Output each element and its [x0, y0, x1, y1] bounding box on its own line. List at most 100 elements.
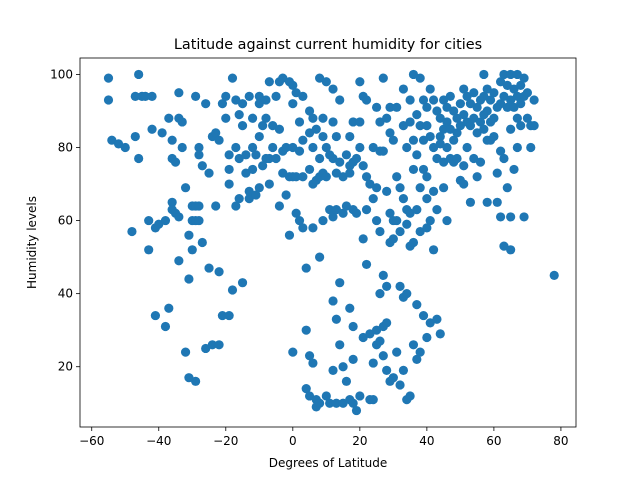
data-point: [435, 131, 445, 142]
data-point: [392, 172, 402, 182]
data-point: [284, 230, 295, 240]
data-point: [315, 153, 325, 164]
data-point: [439, 183, 449, 193]
data-point: [315, 73, 325, 83]
data-point: [365, 329, 375, 339]
chart-title: Latitude against current humidity for ci…: [174, 37, 482, 53]
data-point: [291, 172, 301, 182]
data-point: [234, 153, 244, 164]
points-layer: [103, 69, 559, 416]
data-point: [375, 336, 385, 346]
data-point: [348, 117, 358, 127]
data-point: [144, 245, 154, 255]
data-point: [519, 212, 529, 222]
data-point: [318, 215, 328, 226]
data-point: [355, 391, 365, 401]
data-point: [502, 183, 512, 193]
data-point: [211, 128, 221, 138]
data-point: [358, 234, 368, 244]
data-point: [351, 153, 362, 164]
data-point: [358, 161, 368, 171]
data-point: [432, 153, 442, 164]
data-point: [452, 128, 462, 138]
data-point: [361, 172, 372, 182]
data-point: [375, 226, 385, 237]
data-point: [378, 73, 388, 83]
data-point: [304, 351, 315, 361]
data-point: [338, 208, 348, 218]
data-point: [378, 146, 388, 156]
data-point: [361, 259, 372, 270]
data-point: [107, 135, 117, 145]
data-point: [224, 150, 234, 160]
data-point: [264, 179, 274, 189]
data-point: [127, 226, 137, 237]
data-point: [348, 321, 358, 332]
data-point: [204, 263, 214, 273]
data-point: [452, 113, 462, 123]
data-point: [382, 113, 392, 123]
data-point: [321, 172, 331, 182]
data-point: [271, 91, 281, 101]
data-point: [328, 365, 338, 375]
data-point: [428, 186, 439, 196]
data-point: [442, 142, 452, 153]
data-point: [258, 161, 268, 171]
data-point: [237, 120, 248, 131]
data-point: [278, 73, 288, 83]
data-point: [194, 201, 204, 211]
data-point: [187, 245, 197, 255]
data-point: [388, 234, 398, 244]
data-point: [408, 164, 419, 175]
data-point: [442, 215, 452, 226]
x-tick-label: −20: [213, 434, 238, 448]
data-point: [412, 150, 422, 160]
data-point: [315, 398, 325, 408]
data-point: [432, 106, 442, 116]
data-point: [341, 376, 352, 386]
data-point: [241, 168, 251, 178]
data-point: [499, 91, 509, 101]
data-point: [405, 208, 415, 218]
data-point: [264, 153, 274, 164]
data-point: [435, 113, 445, 123]
data-point: [197, 161, 207, 171]
data-point: [509, 164, 519, 175]
x-tick-label: 60: [486, 434, 501, 448]
data-point: [321, 77, 331, 87]
data-point: [398, 84, 409, 94]
data-point: [351, 405, 362, 416]
data-point: [331, 131, 341, 142]
data-point: [328, 153, 338, 164]
data-point: [328, 296, 338, 306]
data-point: [318, 113, 328, 123]
data-point: [459, 84, 469, 94]
data-point: [331, 205, 341, 215]
data-point: [217, 310, 228, 321]
data-point: [378, 351, 388, 361]
data-point: [308, 223, 318, 233]
data-point: [405, 391, 415, 401]
data-point: [442, 117, 452, 127]
x-tick-label: 40: [419, 434, 434, 448]
y-tick-label: 60: [58, 214, 73, 228]
data-point: [418, 310, 429, 321]
data-point: [418, 95, 429, 105]
data-point: [398, 365, 409, 375]
y-ticks: 20 40 60 80 100: [50, 67, 80, 374]
x-tick-label: −40: [146, 434, 171, 448]
data-point: [214, 135, 224, 145]
data-point: [308, 113, 318, 123]
data-point: [405, 117, 415, 127]
data-point: [425, 131, 435, 142]
data-point: [415, 73, 425, 83]
data-point: [301, 384, 311, 394]
data-point: [304, 106, 315, 116]
data-point: [251, 190, 261, 200]
data-point: [472, 102, 482, 112]
data-point: [298, 135, 308, 145]
data-point: [479, 69, 489, 80]
data-point: [180, 183, 191, 193]
data-point: [371, 215, 382, 226]
